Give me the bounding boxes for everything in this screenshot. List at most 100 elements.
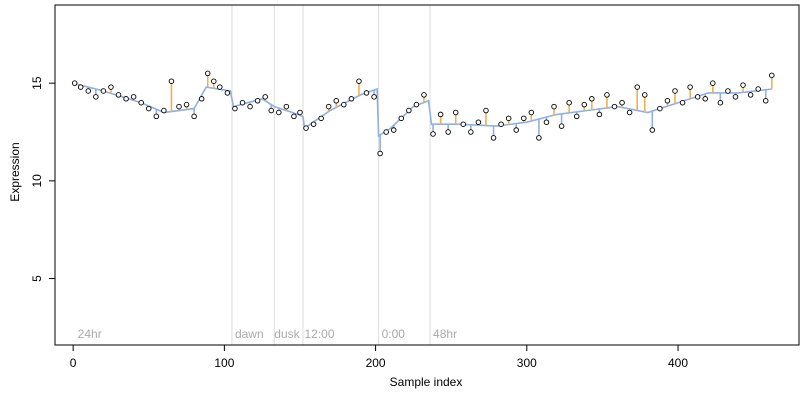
data-point <box>217 84 223 90</box>
data-point <box>657 105 663 112</box>
x-tick-label: 200 <box>366 356 386 370</box>
data-point <box>642 92 648 98</box>
data-point <box>634 84 640 90</box>
data-point <box>71 80 78 86</box>
data-point <box>528 109 535 116</box>
data-point <box>191 113 197 120</box>
data-point <box>521 115 527 122</box>
y-axis: 5 10 15 <box>30 76 55 282</box>
residual-segments <box>73 73 773 154</box>
data-point <box>377 150 383 157</box>
data-point <box>475 119 482 125</box>
data-point <box>762 97 769 104</box>
data-point <box>211 78 217 84</box>
data-point <box>232 105 238 112</box>
data-point <box>558 123 565 129</box>
y-tick-label: 5 <box>30 275 44 282</box>
data-point <box>430 131 436 137</box>
data-point <box>310 121 317 127</box>
data-point <box>297 109 303 116</box>
x-tick-label: 400 <box>668 356 688 370</box>
data-point <box>747 92 754 98</box>
data-point <box>161 107 167 114</box>
data-point <box>483 107 489 114</box>
data-point <box>303 125 309 131</box>
data-point <box>168 78 175 84</box>
data-point <box>198 96 205 102</box>
fitted-line <box>72 82 772 138</box>
x-tick-label: 300 <box>517 356 537 370</box>
data-point <box>573 113 580 120</box>
data-point <box>437 111 444 118</box>
data-point <box>341 101 347 108</box>
data-point <box>619 99 625 106</box>
data-point <box>93 94 99 100</box>
data-point <box>679 99 686 106</box>
phase-annotations: 24hr dawn dusk 12:00 0:00 48hr <box>78 327 457 341</box>
data-point <box>153 113 160 120</box>
data-points <box>71 70 775 157</box>
data-point <box>505 115 512 122</box>
data-point <box>413 101 420 108</box>
data-point <box>604 92 610 98</box>
data-point <box>664 97 671 104</box>
data-point <box>283 103 290 110</box>
data-point <box>138 99 144 106</box>
phase-annotation: 24hr <box>78 327 102 341</box>
data-point <box>239 99 246 106</box>
data-point <box>390 127 397 133</box>
y-axis-title: Expression <box>8 142 22 201</box>
x-tick-label: 100 <box>214 356 234 370</box>
data-point <box>769 72 775 79</box>
data-point <box>589 96 595 102</box>
data-point <box>611 103 618 110</box>
data-point <box>536 135 542 141</box>
data-point <box>318 115 324 122</box>
data-point <box>224 90 231 96</box>
data-point <box>176 103 182 110</box>
data-point <box>421 92 427 98</box>
data-point <box>490 135 497 141</box>
data-point <box>543 119 550 125</box>
data-point <box>130 94 137 100</box>
data-point <box>717 99 724 106</box>
data-point <box>672 88 678 94</box>
data-point <box>100 88 107 94</box>
data-point <box>755 86 761 92</box>
data-point <box>581 101 588 108</box>
data-point <box>291 113 297 120</box>
data-point <box>468 129 474 135</box>
data-point <box>262 94 268 100</box>
phase-annotation: dusk <box>274 327 300 341</box>
data-point <box>108 84 114 90</box>
phase-lines <box>231 5 431 345</box>
x-axis-title: Sample index <box>390 375 463 389</box>
data-point <box>383 129 389 135</box>
data-point <box>348 96 355 102</box>
data-point <box>268 107 274 114</box>
data-point <box>363 90 370 96</box>
data-point <box>398 115 405 122</box>
data-point <box>702 96 708 102</box>
y-tick-label: 15 <box>30 76 44 90</box>
data-point <box>551 103 557 110</box>
data-point <box>356 78 362 84</box>
data-point <box>740 82 746 88</box>
data-point <box>694 94 701 100</box>
data-point <box>710 80 716 86</box>
data-point <box>77 84 84 90</box>
phase-annotation: 0:00 <box>382 327 406 341</box>
data-point <box>247 103 253 110</box>
data-point <box>183 101 190 108</box>
data-point <box>115 92 122 98</box>
data-point <box>254 97 261 104</box>
data-point <box>498 121 504 127</box>
fitted-series-line <box>72 82 772 138</box>
data-point <box>146 105 152 112</box>
y-tick-label: 10 <box>30 174 44 188</box>
x-axis: 0 100 200 300 400 <box>70 345 688 370</box>
phase-annotation: dawn <box>235 327 264 341</box>
data-point <box>276 109 282 116</box>
data-point <box>204 70 211 77</box>
